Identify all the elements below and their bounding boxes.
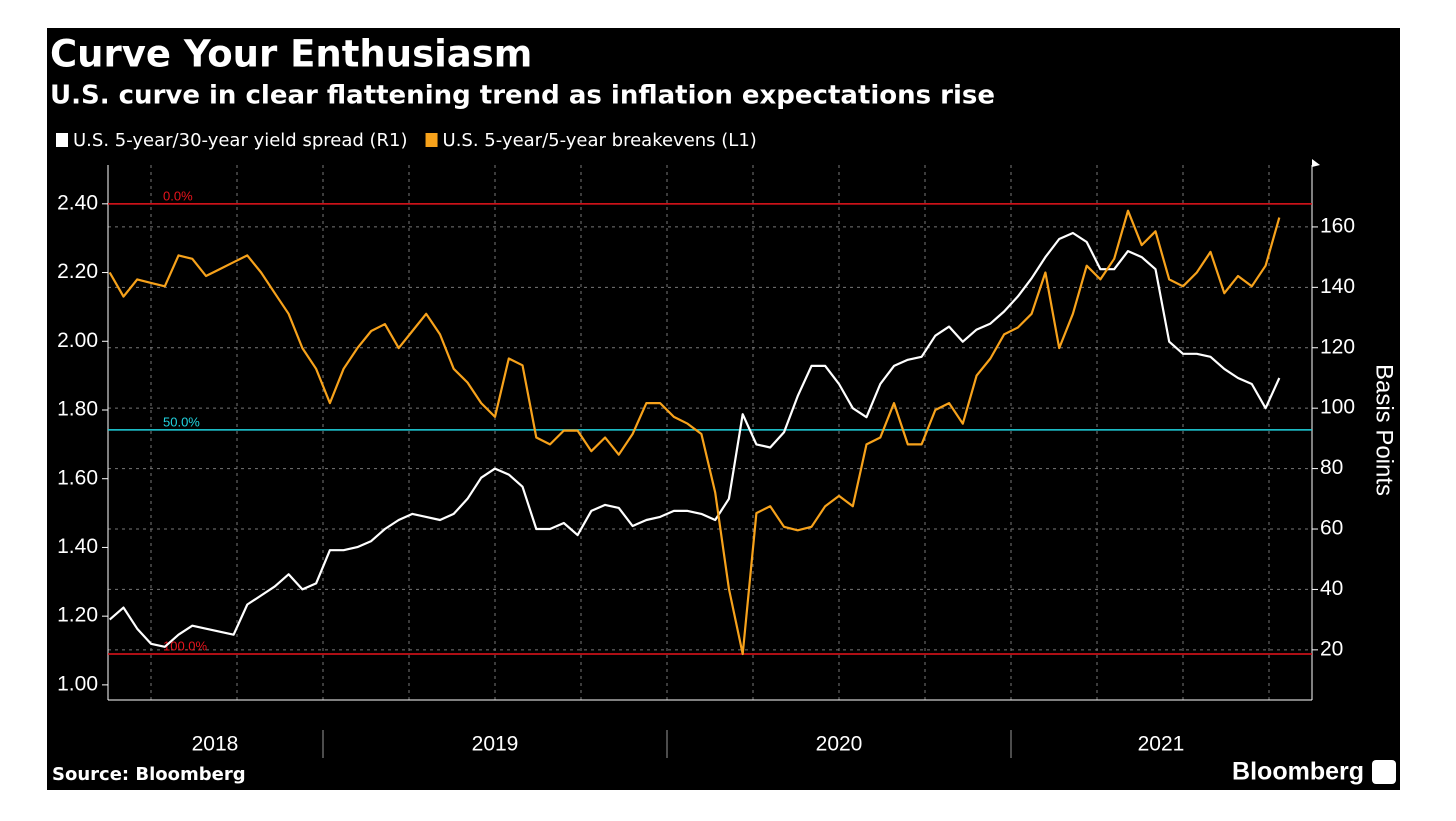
source: Source: Bloomberg (52, 764, 246, 785)
y2-tick-label: 40 (1320, 577, 1343, 600)
y-tick-label: 2.40 (57, 191, 98, 214)
y-tick-label: 1.60 (57, 466, 98, 489)
y2-tick-label: 160 (1320, 214, 1355, 237)
y2-tick-label: 100 (1320, 396, 1355, 419)
y-tick-label: 2.00 (57, 329, 98, 352)
background (47, 28, 1400, 790)
logo: Bloomberg (1232, 758, 1364, 786)
y-tick-label: 1.00 (57, 672, 98, 695)
chart-subtitle: U.S. curve in clear flattening trend as … (50, 81, 995, 111)
x-tick-label: 2018 (192, 733, 239, 756)
y2-tick-label: 60 (1320, 517, 1343, 540)
series-line (108, 209, 1281, 656)
y2-tick-label: 140 (1320, 275, 1355, 298)
legend-swatch (425, 133, 438, 147)
y2-tick-label: 120 (1320, 335, 1355, 358)
reference-label: 0.0% (163, 188, 193, 203)
reference-label: 100.0% (163, 638, 208, 653)
y-tick-label: 2.20 (57, 260, 98, 283)
axis-arrow (1312, 159, 1320, 167)
y2-tick-label: 20 (1320, 637, 1343, 660)
y2-tick-label: 80 (1320, 456, 1343, 479)
chart-title: Curve Your Enthusiasm (50, 33, 532, 76)
x-tick-label: 2020 (816, 733, 863, 756)
legend-label: U.S. 5-year/5-year breakevens (L1) (443, 130, 757, 151)
reference-label: 50.0% (163, 414, 200, 429)
y-tick-label: 1.20 (57, 604, 98, 627)
y-tick-label: 1.80 (57, 398, 98, 421)
legend-label: U.S. 5-year/30-year yield spread (R1) (73, 130, 408, 151)
x-tick-label: 2021 (1138, 733, 1185, 756)
series-line (108, 231, 1281, 648)
legend-swatch (56, 133, 68, 147)
y2-axis-title: Basis Points (1371, 364, 1398, 496)
x-tick-label: 2019 (472, 733, 519, 756)
logo-icon (1372, 760, 1396, 784)
y-tick-label: 1.40 (57, 535, 98, 558)
